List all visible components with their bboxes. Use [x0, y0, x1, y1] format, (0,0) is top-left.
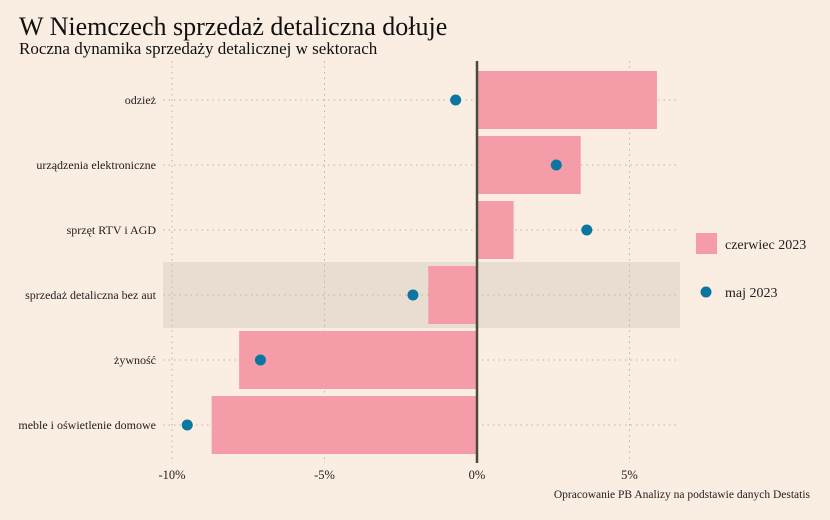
bar-5 — [239, 331, 477, 389]
dot-6 — [181, 419, 193, 431]
bar-4 — [428, 266, 477, 324]
dot-5 — [254, 354, 266, 366]
legend: czerwiec 2023 maj 2023 — [696, 233, 806, 301]
bar-layer — [211, 71, 657, 454]
x-tick-label: 0% — [469, 468, 486, 482]
legend-dot-swatch — [700, 286, 712, 298]
bar-3 — [477, 201, 514, 259]
chart-subtitle: Roczna dynamika sprzedaży detalicznej w … — [19, 39, 378, 58]
bar-2 — [477, 136, 581, 194]
source-note: Opracowanie PB Analizy na podstawie dany… — [554, 489, 811, 501]
dot-3 — [581, 224, 593, 236]
category-label: urządzenia elektroniczne — [36, 158, 156, 172]
category-label: odzież — [125, 93, 156, 107]
bar-1 — [477, 71, 657, 129]
x-tick-labels: -10% -5% 0% 5% — [158, 468, 637, 482]
chart-title: W Niemczech sprzedaż detaliczna dołuje — [19, 12, 448, 41]
category-label: sprzedaż detaliczna bez aut — [25, 288, 157, 302]
dot-4 — [407, 289, 419, 301]
x-tick-label: -5% — [314, 468, 335, 482]
category-label: żywność — [114, 353, 156, 367]
x-tick-label: -10% — [158, 468, 185, 482]
legend-label-dots: maj 2023 — [725, 286, 778, 301]
dot-1 — [450, 94, 462, 106]
dot-2 — [550, 159, 562, 171]
bar-6 — [211, 396, 477, 454]
category-label: meble i oświetlenie domowe — [18, 418, 156, 432]
category-labels: odzież urządzenia elektroniczne sprzęt RTV… — [18, 93, 156, 432]
legend-bar-swatch — [696, 233, 717, 254]
x-tick-label: 5% — [621, 468, 638, 482]
dot-layer — [181, 94, 593, 431]
category-label: sprzęt RTV i AGD — [67, 223, 157, 237]
legend-label-bars: czerwiec 2023 — [725, 238, 806, 253]
